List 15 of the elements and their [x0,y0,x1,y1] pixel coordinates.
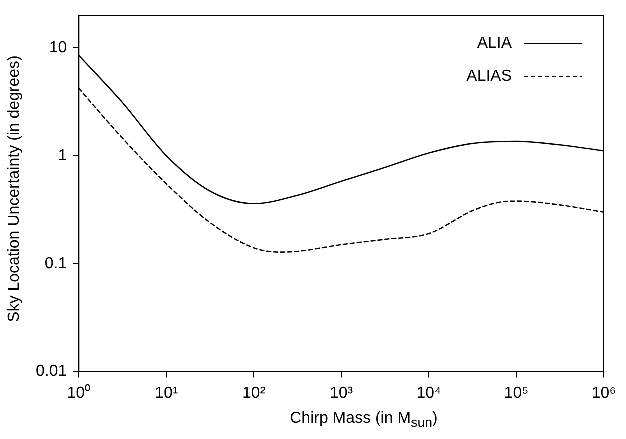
x-axis-title: Chirp Mass (in M$_{sun}$) [289,410,439,430]
legend-label: ALIAS [466,68,512,86]
y-axis-title: Sky Location Uncertainty (in degrees) [6,54,24,324]
x-tick-label: 10² [242,384,266,402]
y-tick-label: 0.01 [36,363,68,380]
y-tick-label: 1 [58,147,68,164]
y-tick-label: 0.1 [44,255,68,272]
x-tick-label: 10⁰ [67,384,92,402]
x-tick-label: 10¹ [155,384,178,402]
legend-label: ALIA [477,35,512,52]
x-tick-label: 10⁵ [504,384,529,402]
x-tick-label: 10³ [330,384,354,402]
x-tick-label: 10⁶ [592,384,616,402]
x-tick-label: 10⁴ [416,384,442,402]
y-tick-label: 10 [49,39,68,56]
